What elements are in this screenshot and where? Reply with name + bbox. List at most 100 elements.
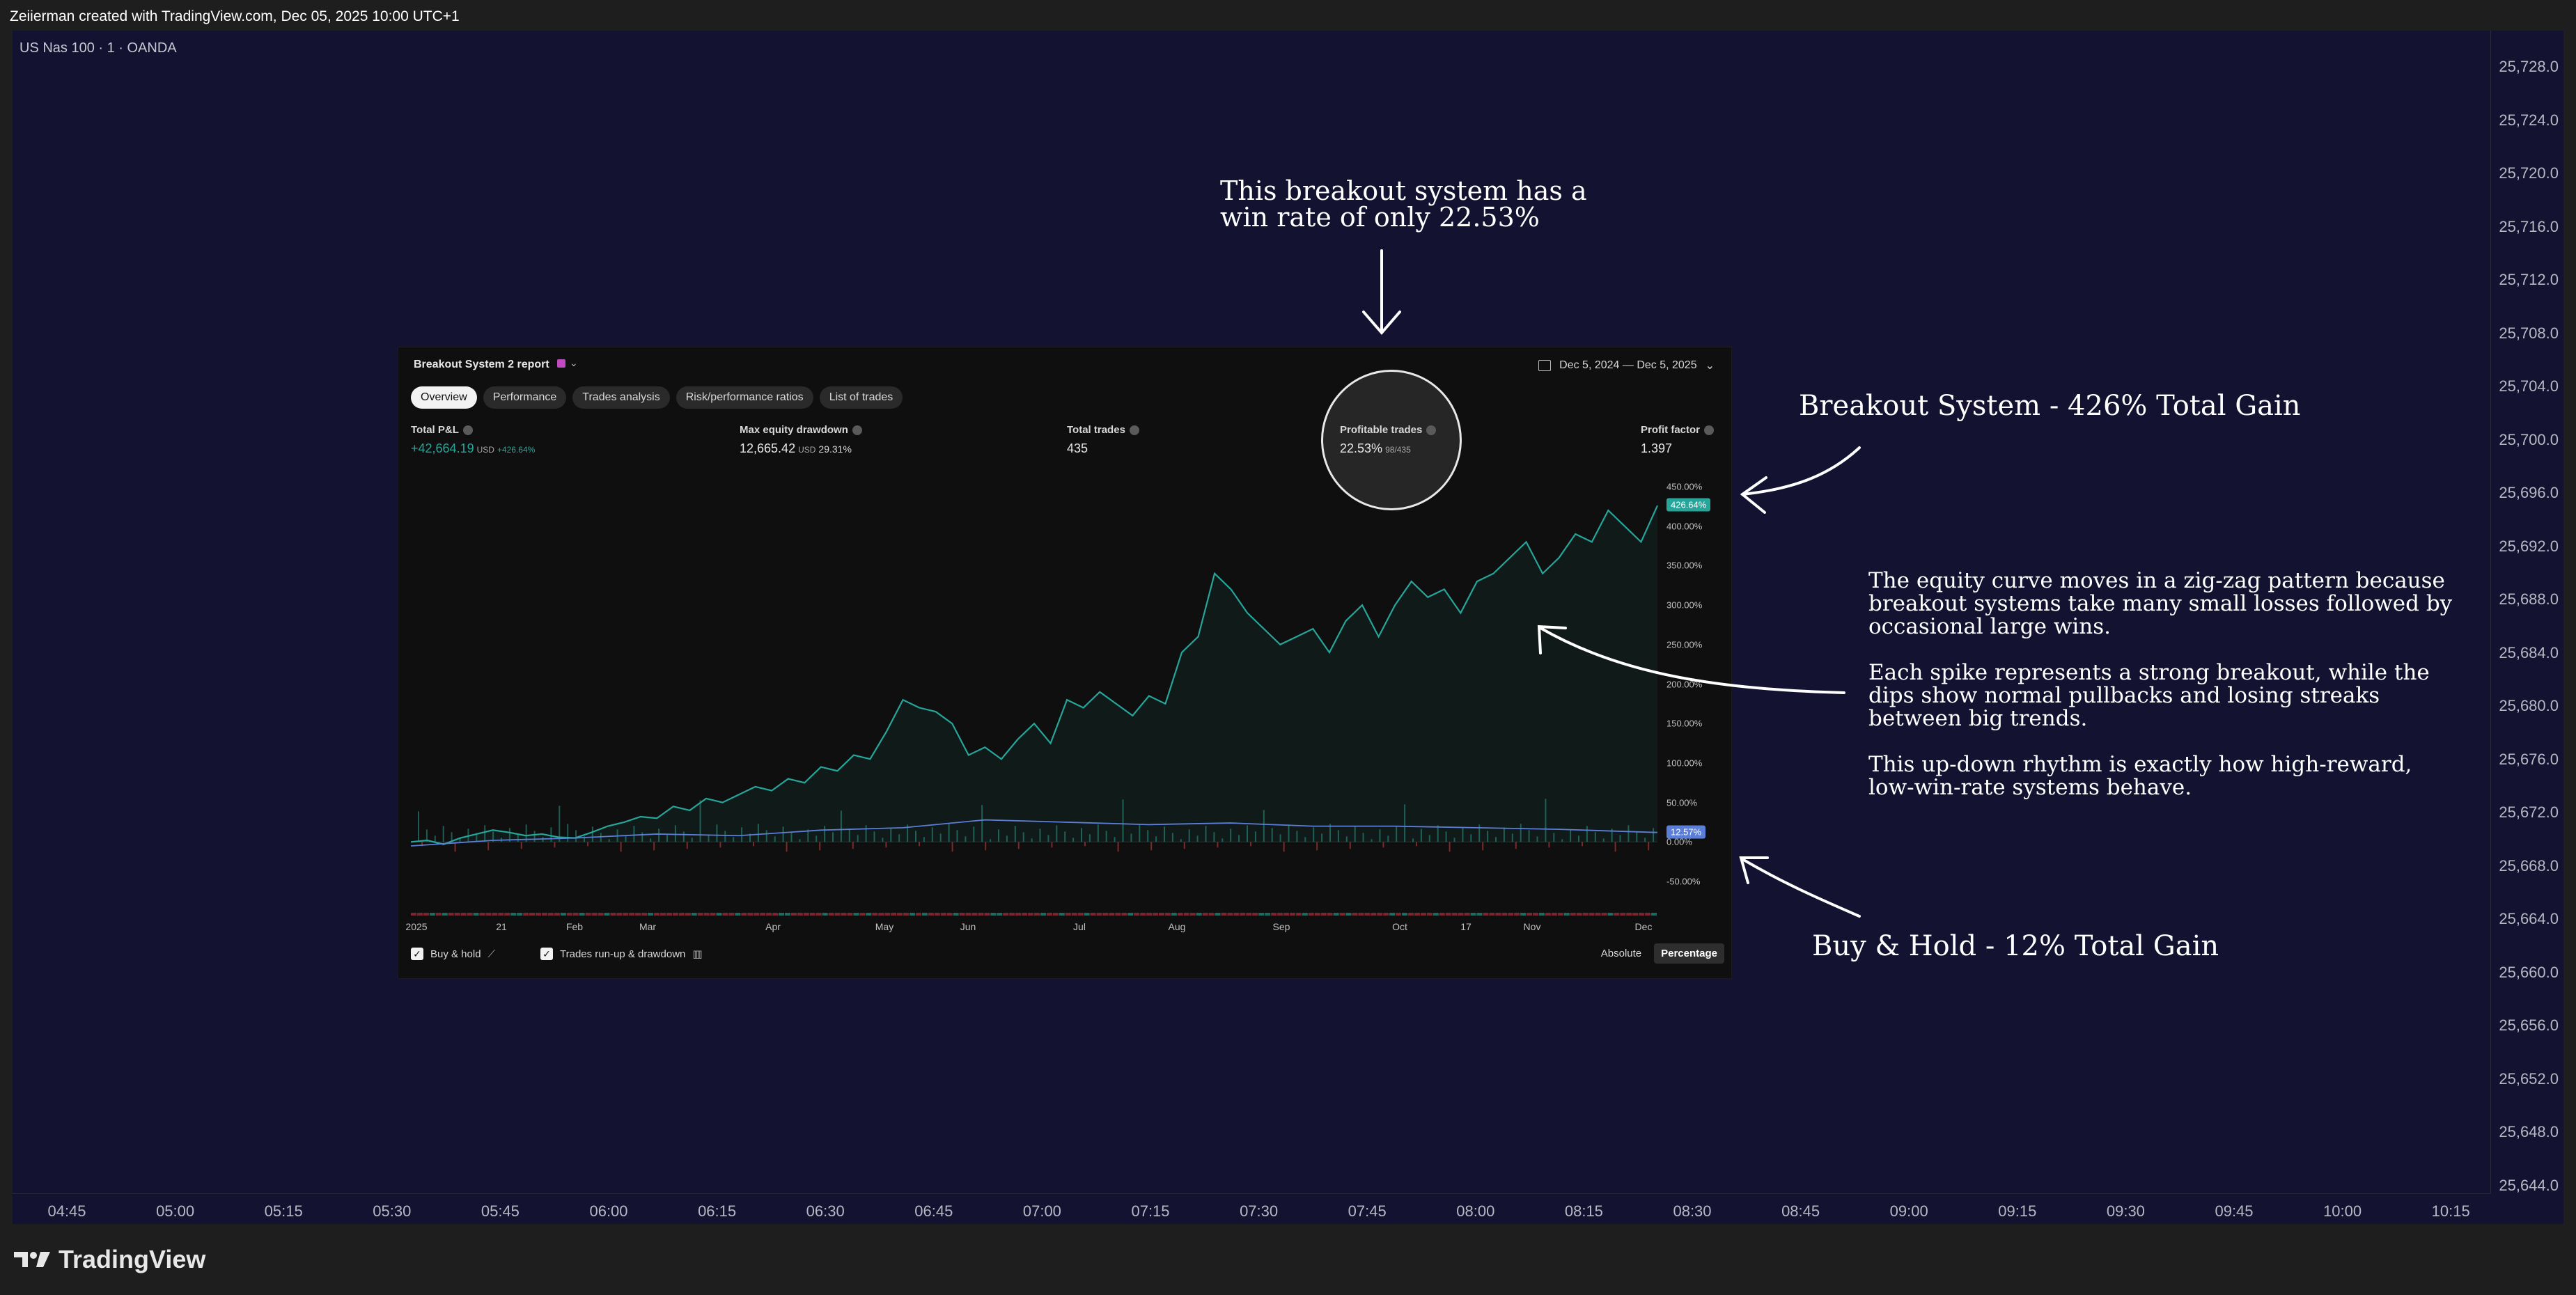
legend-runup-drawdown[interactable]: ✓ Trades run-up & drawdown ▥ <box>540 948 703 960</box>
tab-risk-performance-ratios[interactable]: Risk/performance ratios <box>676 386 813 409</box>
display-mode-toggle: Absolute Percentage <box>1594 943 1724 964</box>
trade-outcome-mark <box>1289 913 1295 916</box>
trade-outcome-mark <box>710 913 716 916</box>
runup-bar <box>550 827 552 842</box>
runup-bar <box>525 824 527 842</box>
trade-outcome-mark <box>1551 913 1557 916</box>
trade-outcome-mark <box>953 913 959 916</box>
trade-outcome-mark <box>779 913 785 916</box>
runup-bar <box>1105 831 1107 842</box>
price-axis[interactable]: 25,728.0 25,724.0 25,720.0 25,716.0 25,712.0… <box>2490 31 2564 1194</box>
tab-performance[interactable]: Performance <box>483 386 567 409</box>
price-tick-label: 25,644.0 <box>2499 1176 2559 1194</box>
trade-outcome-mark <box>1327 913 1333 916</box>
mode-percentage[interactable]: Percentage <box>1654 943 1724 964</box>
runup-bar <box>1263 810 1265 842</box>
runup-bar <box>567 824 569 842</box>
trade-outcome-mark <box>1252 913 1258 916</box>
trade-outcome-mark <box>1090 913 1096 916</box>
runup-bar <box>1561 839 1563 842</box>
trade-outcome-mark <box>1302 913 1308 916</box>
drawdown-bar <box>1582 842 1583 847</box>
tab-trades-analysis[interactable]: Trades analysis <box>572 386 670 409</box>
report-title[interactable]: Breakout System 2 report <box>414 359 549 370</box>
symbol-label[interactable]: US Nas 100 · 1 · OANDA <box>19 40 177 56</box>
metric-pct: +426.64% <box>497 445 536 455</box>
tradingview-logo[interactable]: TradingView <box>13 1245 205 1274</box>
runup-bar <box>641 832 643 842</box>
report-x-tick: 21 <box>496 921 507 932</box>
trade-outcome-mark <box>1470 913 1476 916</box>
time-tick-label: 08:15 <box>1564 1202 1603 1220</box>
trade-outcome-mark <box>435 913 442 916</box>
time-axis[interactable]: 04:45 05:00 05:15 05:30 05:45 06:00 06:15 06:30… <box>13 1193 2490 1225</box>
trade-outcome-mark <box>666 913 672 916</box>
arrow-down-icon <box>1362 249 1401 336</box>
runup-bar <box>1478 824 1481 842</box>
trade-outcome-mark <box>834 913 841 916</box>
info-icon[interactable] <box>462 425 473 435</box>
runup-bar <box>650 838 652 842</box>
trade-outcome-mark <box>866 913 872 916</box>
runup-bar <box>1031 838 1033 842</box>
trade-outcome-mark <box>1028 913 1034 916</box>
checkbox-checked-icon[interactable]: ✓ <box>411 948 423 960</box>
info-icon[interactable] <box>1704 425 1715 435</box>
runup-bar <box>1619 835 1621 842</box>
trade-outcome-mark <box>965 913 971 916</box>
runup-bar <box>1321 833 1323 842</box>
time-tick-label: 06:15 <box>698 1202 737 1220</box>
runup-bar <box>724 831 726 842</box>
price-tick-label: 25,664.0 <box>2499 910 2559 927</box>
trade-outcome-mark <box>841 913 847 916</box>
runup-bar <box>1445 831 1447 842</box>
tab-list-of-trades[interactable]: List of trades <box>819 386 903 409</box>
runup-bar <box>1171 833 1173 842</box>
trade-outcome-mark <box>1645 913 1651 916</box>
metric-pct: 29.31% <box>818 444 852 455</box>
trade-outcome-mark <box>1576 913 1582 916</box>
runup-bar <box>674 825 676 842</box>
trade-outcome-mark <box>467 913 473 916</box>
legend-buy-hold[interactable]: ✓ Buy & hold ⟋ <box>411 948 495 960</box>
trade-outcome-mark <box>1071 913 1077 916</box>
trade-outcome-mark <box>1308 913 1314 916</box>
price-tick-label: 25,720.0 <box>2499 164 2559 182</box>
tab-overview[interactable]: Overview <box>411 386 477 409</box>
report-y-tick: 300.00% <box>1666 599 1703 611</box>
runup-bar <box>1097 824 1099 842</box>
mode-absolute[interactable]: Absolute <box>1600 948 1642 959</box>
chevron-down-icon[interactable]: ⌄ <box>570 357 578 368</box>
trade-outcome-mark <box>766 913 772 916</box>
info-icon[interactable] <box>1129 425 1139 435</box>
runup-bar <box>484 825 486 842</box>
drawdown-bar <box>1316 842 1318 851</box>
drawdown-bar <box>951 842 953 852</box>
runup-bar <box>1279 834 1281 842</box>
trade-outcome-mark <box>492 913 498 916</box>
trade-outcome-mark <box>479 913 485 916</box>
drawdown-bar <box>653 842 655 851</box>
runup-bar <box>1064 831 1066 842</box>
metric-value: 435 <box>1067 441 1088 455</box>
trade-outcome-mark <box>579 913 585 916</box>
checkbox-checked-icon[interactable]: ✓ <box>540 948 553 960</box>
trade-outcome-mark <box>1096 913 1102 916</box>
runup-bar <box>559 806 561 842</box>
runup-bar <box>733 837 735 842</box>
date-range-selector[interactable]: Dec 5, 2024 — Dec 5, 2025 ⌄ <box>1538 359 1715 372</box>
runup-bar <box>939 833 942 842</box>
report-y-tick: 0.00% <box>1666 836 1692 847</box>
runup-bar <box>1536 836 1538 842</box>
trade-outcome-mark <box>697 913 703 916</box>
trade-outcome-mark <box>747 913 754 916</box>
trade-outcome-mark <box>1084 913 1090 916</box>
equity-chart[interactable] <box>398 347 1731 978</box>
trade-outcome-mark <box>1159 913 1164 916</box>
trade-outcome-mark <box>1102 913 1109 916</box>
info-icon[interactable] <box>1426 425 1437 435</box>
runup-bar <box>699 800 701 842</box>
info-icon[interactable] <box>852 425 862 435</box>
price-tick-label: 25,696.0 <box>2499 484 2559 501</box>
trade-outcome-mark <box>946 913 953 916</box>
